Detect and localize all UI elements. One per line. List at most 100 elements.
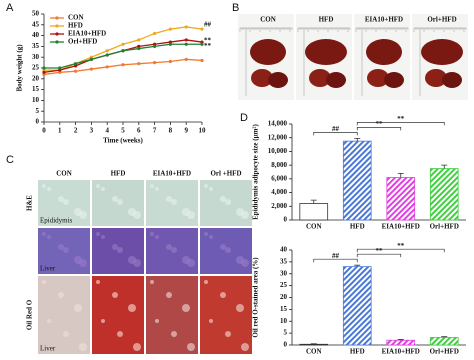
y-tick-label: 8,000	[271, 161, 287, 169]
liver	[366, 39, 402, 65]
micrograph	[38, 276, 90, 354]
texture	[42, 184, 46, 188]
liver	[326, 72, 346, 88]
y-tick-label: 0	[284, 341, 288, 349]
annotation: ##	[332, 252, 340, 260]
texture	[117, 331, 123, 337]
error-bar	[310, 199, 317, 204]
panel-label: A	[6, 2, 14, 14]
texture	[58, 196, 64, 202]
texture	[47, 319, 51, 323]
point	[89, 67, 93, 71]
micrograph	[146, 276, 198, 354]
x-tick-label: 8	[169, 127, 173, 135]
point	[184, 25, 188, 29]
texture	[225, 247, 231, 253]
legend-marker	[55, 24, 59, 28]
point	[168, 59, 172, 64]
annotation: **	[204, 42, 212, 50]
texture	[187, 343, 195, 351]
texture	[166, 292, 172, 298]
point	[74, 69, 78, 73]
texture	[128, 304, 136, 312]
texture	[79, 343, 87, 351]
point	[42, 70, 46, 74]
legend-label: HFD	[68, 22, 83, 30]
texture	[63, 331, 69, 337]
y-axis-label: Body weight (g)	[16, 44, 24, 92]
texture	[220, 244, 226, 250]
legend-label: Orl+HFD	[68, 38, 97, 46]
texture	[47, 187, 51, 191]
x-tick-label: HFD	[350, 348, 365, 356]
liver	[268, 72, 288, 88]
texture	[171, 199, 177, 205]
x-tick-label: 4	[105, 127, 109, 135]
bar	[342, 140, 372, 221]
texture	[241, 211, 249, 219]
x-tick-label: 0	[42, 127, 46, 135]
texture	[112, 292, 118, 298]
point	[137, 62, 141, 66]
annotation: **	[397, 115, 405, 123]
x-tick-label: 5	[121, 127, 125, 135]
texture	[236, 304, 244, 312]
y-tick-label: 20	[280, 293, 288, 301]
panel-label: D	[240, 112, 248, 124]
texture	[101, 319, 105, 323]
texture	[47, 235, 51, 239]
bar	[342, 266, 372, 346]
point	[184, 38, 188, 42]
y-tick-label: 10,000	[268, 147, 288, 155]
texture	[150, 184, 154, 188]
texture	[150, 280, 154, 284]
y-tick-label: 25	[280, 281, 288, 289]
liver	[309, 69, 331, 87]
micrograph	[200, 276, 252, 354]
point	[184, 57, 188, 61]
bar	[299, 343, 329, 346]
bracket	[313, 258, 358, 263]
point	[42, 66, 46, 70]
photo-label: EIA10+HFD	[365, 16, 403, 24]
texture	[42, 232, 46, 236]
x-tick-label: 6	[137, 127, 141, 135]
texture	[182, 304, 190, 312]
texture	[112, 196, 118, 202]
y-tick-label: 45	[32, 20, 40, 28]
texture	[220, 292, 226, 298]
bracket	[356, 248, 445, 253]
y-tick-label: 50	[32, 10, 40, 18]
y-tick-label: 5	[36, 107, 40, 115]
x-tick-label: HFD	[350, 223, 365, 231]
texture	[155, 187, 159, 191]
bar	[386, 339, 416, 346]
y-tick-label: 40	[280, 246, 288, 254]
y-tick-label: 25	[32, 64, 40, 72]
x-tick-label: 7	[153, 127, 157, 135]
texture	[187, 259, 195, 267]
photo-label: Orl+HFD	[427, 16, 456, 24]
y-tick-label: 30	[280, 269, 288, 277]
y-tick-label: 20	[32, 74, 40, 82]
liver	[425, 69, 447, 87]
panel-label: B	[232, 2, 239, 14]
point	[184, 42, 188, 46]
annotation: **	[376, 247, 384, 255]
y-tick-label: 15	[32, 85, 40, 93]
texture	[150, 232, 154, 236]
row-label: H&E	[26, 195, 34, 211]
texture	[63, 199, 69, 205]
texture	[155, 319, 159, 323]
texture	[63, 247, 69, 253]
point	[58, 66, 62, 70]
point	[153, 31, 157, 36]
error-bar	[397, 339, 404, 341]
y-tick-label: 0	[36, 118, 40, 126]
x-tick-label: 2	[74, 127, 78, 135]
texture	[112, 244, 118, 250]
error-bar	[397, 172, 404, 178]
y-tick-label: 14,000	[268, 120, 288, 128]
bar	[386, 177, 416, 221]
y-tick-label: 5	[284, 329, 288, 337]
